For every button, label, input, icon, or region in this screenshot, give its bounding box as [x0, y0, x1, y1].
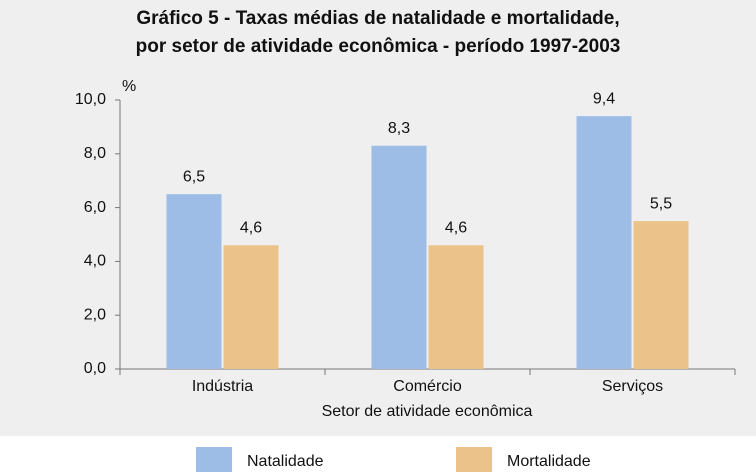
y-tick-label: 2,0 [84, 306, 106, 323]
legend-label: Natalidade [247, 453, 324, 470]
legend-swatch [196, 447, 232, 472]
x-tick-label: Comércio [393, 378, 462, 395]
y-tick-label: 0,0 [84, 360, 106, 377]
data-label: 8,3 [388, 120, 410, 137]
bar [633, 221, 689, 369]
legend-swatch [456, 447, 492, 472]
bar [166, 194, 222, 369]
x-axis-label: Setor de atividade econômica [322, 403, 533, 420]
y-axis-label: % [122, 78, 136, 95]
data-label: 4,6 [240, 219, 262, 236]
y-tick-label: 10,0 [75, 91, 106, 108]
bar [223, 245, 279, 369]
chart-title: Gráfico 5 - Taxas médias de natalidade e… [136, 8, 619, 29]
y-tick-label: 6,0 [84, 199, 106, 216]
bar [576, 116, 632, 369]
data-label: 6,5 [183, 168, 205, 185]
bar [428, 245, 484, 369]
x-tick-label: Serviços [602, 378, 663, 395]
data-label: 4,6 [445, 219, 467, 236]
legend-label: Mortalidade [507, 453, 591, 470]
chart-title: por setor de atividade econômica - perío… [136, 36, 621, 57]
y-tick-label: 8,0 [84, 145, 106, 162]
bar [371, 145, 427, 369]
data-label: 9,4 [593, 90, 615, 107]
data-label: 5,5 [650, 195, 672, 212]
y-tick-label: 4,0 [84, 253, 106, 270]
x-tick-label: Indústria [192, 378, 253, 395]
